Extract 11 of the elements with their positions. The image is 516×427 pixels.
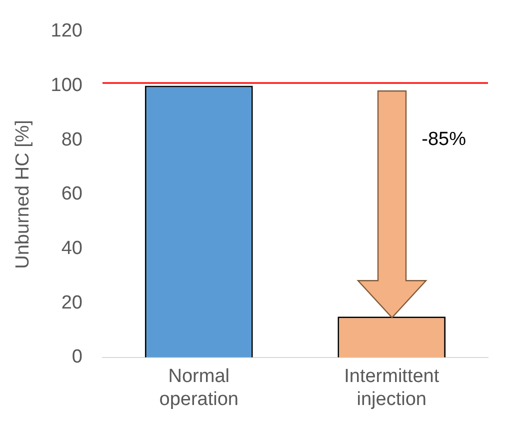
y-tick-label: 80: [61, 129, 82, 150]
y-tick-label: 20: [61, 292, 82, 314]
x-tick-label: Intermittent injection: [344, 366, 440, 410]
y-tick-label: 40: [61, 238, 82, 259]
y-axis-title: Unburned HC [%]: [12, 120, 34, 269]
annotation: -85%: [422, 129, 466, 150]
y-tick-label: 0: [72, 346, 82, 368]
x-tick-label: Normal operation: [159, 366, 238, 410]
y-tick-label: 100: [50, 74, 82, 96]
y-tick-label: 60: [61, 184, 82, 205]
y-tick-label: 120: [50, 20, 82, 42]
